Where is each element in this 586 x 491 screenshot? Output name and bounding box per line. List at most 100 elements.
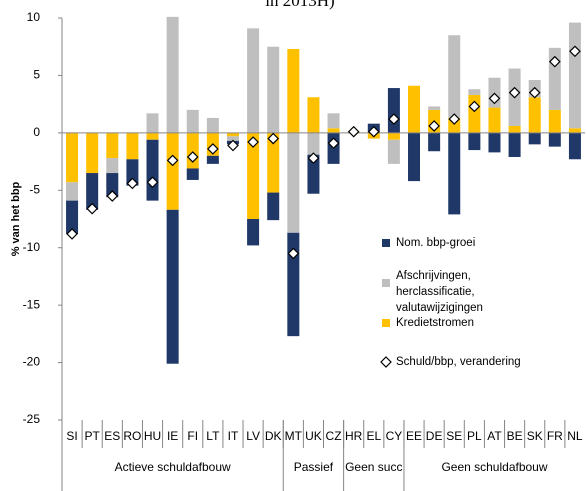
bar xyxy=(387,132,400,140)
x-tick-label: BE xyxy=(507,429,523,443)
diamond-marker xyxy=(468,100,481,113)
bar xyxy=(488,132,501,153)
x-tick-label: HR xyxy=(345,429,363,443)
diamond-marker xyxy=(247,136,259,148)
chart-title: in 2013H) xyxy=(265,0,334,10)
diamond-marker xyxy=(287,247,300,260)
diamond-marker xyxy=(528,86,541,99)
x-tick-label: UK xyxy=(305,429,322,443)
x-tick-label: DE xyxy=(426,429,443,443)
bar xyxy=(287,49,300,133)
bar xyxy=(387,88,400,133)
bar xyxy=(548,132,561,147)
bar xyxy=(146,139,159,201)
diamond-marker xyxy=(307,152,320,164)
y-tick-label: -10 xyxy=(23,240,41,254)
x-tick-label: SE xyxy=(446,429,462,443)
bar xyxy=(488,107,501,133)
bar xyxy=(166,209,179,364)
x-tick-label: RO xyxy=(123,429,141,443)
bar xyxy=(327,128,340,133)
diamond-marker xyxy=(428,120,440,132)
diamond-marker xyxy=(388,113,400,125)
diamond-marker xyxy=(166,154,179,167)
diamond-marker xyxy=(267,132,280,145)
bar xyxy=(226,136,239,141)
x-tick-label: MT xyxy=(285,429,303,443)
x-tick-label: FI xyxy=(187,429,198,443)
bar xyxy=(247,28,260,133)
y-tick-label: 10 xyxy=(27,10,41,24)
bar xyxy=(307,154,320,194)
legend-label: Nom. bbp-groei xyxy=(396,237,475,249)
y-tick-label: 0 xyxy=(33,125,40,139)
group-label: Geen succ xyxy=(345,460,402,474)
y-tick-label: -5 xyxy=(29,182,40,196)
bar xyxy=(468,132,481,151)
y-axis-label: % van het bbp xyxy=(10,181,22,256)
bar xyxy=(448,35,461,118)
bar xyxy=(428,106,441,110)
bar xyxy=(106,132,119,159)
bar xyxy=(186,132,199,169)
diamond-marker xyxy=(126,177,139,190)
legend-swatch xyxy=(382,319,390,327)
bar xyxy=(307,132,320,155)
bar xyxy=(287,132,300,233)
bar xyxy=(408,85,421,133)
bar xyxy=(247,219,260,246)
diamond-marker xyxy=(367,125,380,138)
x-tick-label: IT xyxy=(228,429,239,443)
bar xyxy=(247,132,260,219)
bar xyxy=(528,132,541,145)
x-tick-label: LT xyxy=(206,429,220,443)
bar xyxy=(267,46,280,133)
x-tick-label: PL xyxy=(467,429,482,443)
y-tick-label: -15 xyxy=(23,297,41,311)
diamond-marker xyxy=(227,139,239,152)
diamond-marker xyxy=(186,151,199,163)
bar xyxy=(206,155,219,164)
bar xyxy=(166,132,179,210)
y-tick-label: 5 xyxy=(33,68,40,82)
x-tick-label: ES xyxy=(104,429,120,443)
x-tick-label: PT xyxy=(85,429,101,443)
bar xyxy=(106,158,119,174)
x-tick-label: IE xyxy=(167,429,178,443)
x-tick-label: SI xyxy=(66,429,77,443)
x-tick-label: DK xyxy=(265,429,282,443)
diamond-marker xyxy=(347,125,360,138)
x-tick-label: CZ xyxy=(326,429,342,443)
bar xyxy=(226,132,239,137)
bar xyxy=(528,97,541,133)
bar xyxy=(568,132,581,160)
bar xyxy=(206,117,219,133)
diamond-marker xyxy=(448,113,461,125)
bar xyxy=(387,139,400,164)
y-tick-label: -25 xyxy=(23,412,41,426)
bar xyxy=(86,173,99,210)
diamond-marker xyxy=(66,228,78,240)
x-tick-label: AT xyxy=(487,429,502,443)
diamond-marker xyxy=(327,137,340,150)
bar xyxy=(166,16,179,133)
x-tick-label: LV xyxy=(246,429,260,443)
group-label: Passief xyxy=(294,460,334,474)
legend-marker xyxy=(380,356,392,368)
x-tick-label: SK xyxy=(527,429,543,443)
bar xyxy=(66,200,79,234)
legend-swatch xyxy=(382,279,390,287)
bar xyxy=(307,97,320,133)
bar xyxy=(267,192,280,221)
legend-label: Afschrijvingen, herclassificatie, valutawi… xyxy=(396,270,483,314)
diamond-marker xyxy=(508,86,521,99)
bar xyxy=(568,128,581,133)
bar xyxy=(267,132,280,193)
legend-label-line: herclassificatie, xyxy=(396,286,475,298)
bar xyxy=(146,113,159,133)
bar xyxy=(186,109,199,133)
x-tick-label: HU xyxy=(144,429,161,443)
diamond-marker xyxy=(86,202,99,215)
bar xyxy=(508,132,521,157)
